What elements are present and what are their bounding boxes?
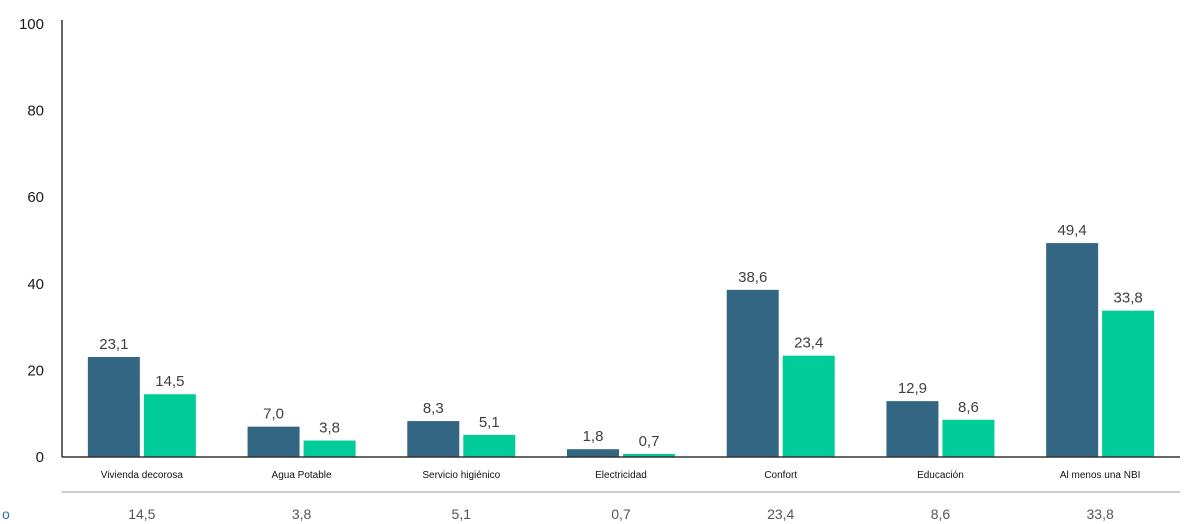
table-cell: 14,5 xyxy=(128,506,155,522)
bar-series-1 xyxy=(726,289,779,457)
data-label: 33,8 xyxy=(1114,290,1143,307)
data-label: 8,6 xyxy=(958,399,979,416)
bar-series-2 xyxy=(143,394,196,457)
category-label: Confort xyxy=(764,470,797,481)
table-cell: 33,8 xyxy=(1087,506,1114,522)
table-cell: 23,4 xyxy=(767,506,794,522)
data-label: 23,4 xyxy=(794,335,823,352)
y-tick-label: 0 xyxy=(36,449,44,466)
category-label: Vivienda decorosa xyxy=(101,470,184,481)
y-tick-label: 40 xyxy=(27,276,44,293)
data-label: 0,7 xyxy=(639,433,660,450)
data-label: 49,4 xyxy=(1058,222,1087,239)
category-label: Al menos una NBI xyxy=(1060,470,1141,481)
table-cell: 8,6 xyxy=(931,506,951,522)
bar-series-1 xyxy=(886,401,939,457)
y-axis-ticks: 0 20 40 60 80 100 xyxy=(19,16,44,466)
data-label: 14,5 xyxy=(155,373,184,390)
table-row-label: o xyxy=(2,506,10,522)
bar-series-2 xyxy=(782,355,835,457)
y-tick-label: 100 xyxy=(19,16,44,33)
data-label: 23,1 xyxy=(99,336,128,353)
table-cell: 5,1 xyxy=(452,506,472,522)
category-label: Electricidad xyxy=(595,470,647,481)
bar-series-2 xyxy=(623,453,675,457)
data-label: 12,9 xyxy=(898,380,927,397)
table-cell: 3,8 xyxy=(292,506,312,522)
data-label: 5,1 xyxy=(479,414,500,431)
bar-series-2 xyxy=(1102,310,1155,457)
data-table: o 14,5 3,8 5,1 0,7 23,4 8,6 33,8 xyxy=(2,491,1180,522)
data-label: 8,3 xyxy=(423,400,444,417)
category-labels: Vivienda decorosa Agua Potable Servicio hi… xyxy=(101,470,1141,481)
bar-series-1 xyxy=(87,356,140,457)
bar-series-1 xyxy=(1046,243,1099,457)
bar-series-1 xyxy=(247,426,300,457)
bar-series-2 xyxy=(303,440,356,457)
table-cell: 0,7 xyxy=(611,506,631,522)
data-label: 3,8 xyxy=(319,420,340,437)
category-label: Agua Potable xyxy=(272,470,332,481)
bar-series-1 xyxy=(407,421,460,457)
data-label: 7,0 xyxy=(263,406,284,423)
bar-series-2 xyxy=(942,419,995,457)
y-tick-label: 60 xyxy=(27,189,44,206)
bar-series-2 xyxy=(463,434,516,457)
category-label: Educación xyxy=(917,470,964,481)
category-label: Servicio higiénico xyxy=(422,470,500,481)
y-tick-label: 20 xyxy=(27,362,44,379)
data-label: 38,6 xyxy=(738,269,767,286)
y-tick-label: 80 xyxy=(27,103,44,120)
data-label: 1,8 xyxy=(583,428,604,445)
bar-series-1 xyxy=(567,449,619,457)
bars xyxy=(87,243,1155,457)
data-labels: 23,1 14,5 7,0 3,8 8,3 5,1 1,8 0,7 38,6 23,4 12,9 8,… xyxy=(99,222,1142,450)
